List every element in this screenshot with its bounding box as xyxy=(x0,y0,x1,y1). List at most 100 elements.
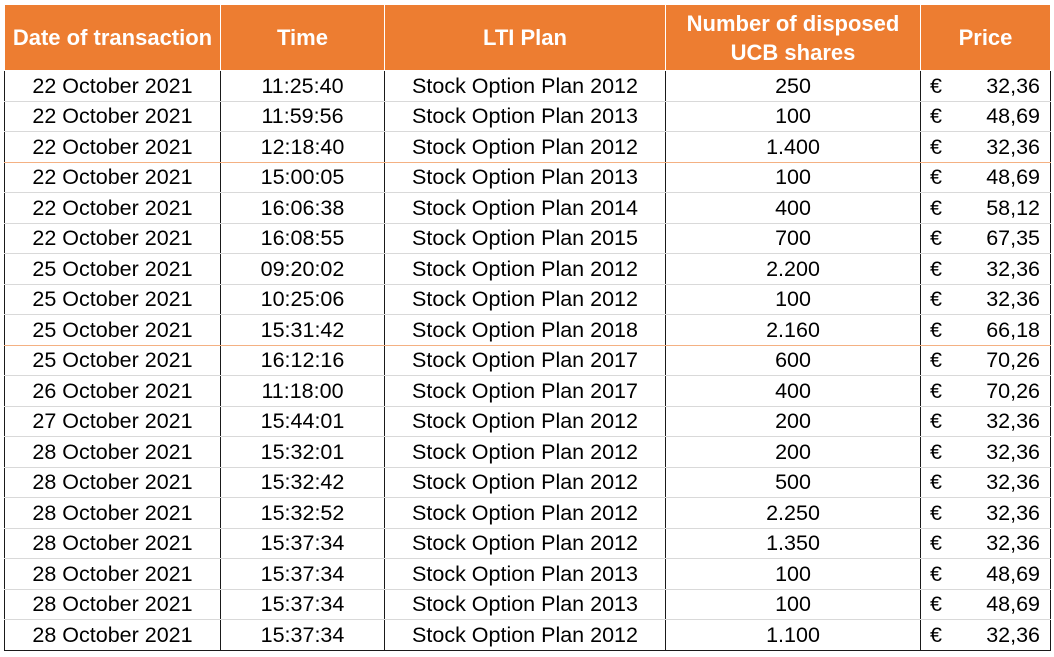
cell-lti-plan: Stock Option Plan 2012 xyxy=(384,436,666,468)
currency-symbol: € xyxy=(930,256,942,281)
cell-time: 16:08:55 xyxy=(220,223,385,254)
cell-time: 10:25:06 xyxy=(220,284,385,315)
table-row: 25 October 2021 15:31:42 Stock Option Plan… xyxy=(4,314,1051,346)
price-value: 32,36 xyxy=(986,134,1040,159)
table-row: 27 October 2021 15:44:01 Stock Option Plan… xyxy=(4,406,1051,437)
cell-time: 16:06:38 xyxy=(220,192,385,224)
cell-number-of-shares: 250 xyxy=(665,70,921,102)
cell-price: €32,36 xyxy=(920,70,1051,102)
table-row: 22 October 2021 15:00:05 Stock Option Plan… xyxy=(4,162,1051,193)
price-value: 67,35 xyxy=(986,226,1040,251)
cell-time: 15:32:42 xyxy=(220,467,385,498)
cell-price: €32,36 xyxy=(920,497,1051,529)
cell-date: 28 October 2021 xyxy=(4,558,221,590)
table-row: 28 October 2021 15:32:01 Stock Option Plan… xyxy=(4,436,1051,468)
cell-time: 11:18:00 xyxy=(220,375,385,407)
cell-date: 25 October 2021 xyxy=(4,284,221,315)
transactions-table: Date of transaction Time LTI Plan Number… xyxy=(4,4,1051,651)
cell-date: 28 October 2021 xyxy=(4,528,221,559)
cell-date: 25 October 2021 xyxy=(4,345,221,376)
cell-lti-plan: Stock Option Plan 2012 xyxy=(384,406,666,437)
table-row: 22 October 2021 11:59:56 Stock Option Plan… xyxy=(4,101,1051,132)
cell-date: 22 October 2021 xyxy=(4,101,221,132)
cell-price: €32,36 xyxy=(920,528,1051,559)
table-row: 22 October 2021 11:25:40 Stock Option Plan… xyxy=(4,70,1051,102)
cell-price: €48,69 xyxy=(920,589,1051,620)
price-value: 32,36 xyxy=(986,531,1040,556)
cell-lti-plan: Stock Option Plan 2013 xyxy=(384,558,666,590)
table-row: 28 October 2021 15:37:34 Stock Option Plan… xyxy=(4,558,1051,590)
header-number-line1: Number of disposed xyxy=(686,10,900,36)
cell-number-of-shares: 2.250 xyxy=(665,497,921,529)
cell-number-of-shares: 400 xyxy=(665,192,921,224)
cell-time: 15:32:52 xyxy=(220,497,385,529)
table-row: 25 October 2021 10:25:06 Stock Option Plan… xyxy=(4,284,1051,315)
cell-price: €32,36 xyxy=(920,284,1051,315)
cell-price: €32,36 xyxy=(920,467,1051,498)
price-value: 32,36 xyxy=(986,500,1040,525)
table-row: 28 October 2021 15:37:34 Stock Option Plan… xyxy=(4,528,1051,559)
price-value: 66,18 xyxy=(986,317,1040,342)
cell-price: €70,26 xyxy=(920,345,1051,376)
price-value: 32,36 xyxy=(986,73,1040,98)
table-row: 25 October 2021 16:12:16 Stock Option Plan… xyxy=(4,345,1051,376)
cell-time: 12:18:40 xyxy=(220,131,385,163)
price-value: 48,69 xyxy=(986,165,1040,190)
cell-date: 28 October 2021 xyxy=(4,436,221,468)
cell-date: 22 October 2021 xyxy=(4,192,221,224)
currency-symbol: € xyxy=(930,134,942,159)
currency-symbol: € xyxy=(930,622,942,647)
cell-lti-plan: Stock Option Plan 2012 xyxy=(384,497,666,529)
price-value: 48,69 xyxy=(986,592,1040,617)
cell-number-of-shares: 700 xyxy=(665,223,921,254)
cell-price: €32,36 xyxy=(920,131,1051,163)
table-row: 28 October 2021 15:37:34 Stock Option Plan… xyxy=(4,589,1051,620)
table-row: 22 October 2021 12:18:40 Stock Option Plan… xyxy=(4,131,1051,163)
currency-symbol: € xyxy=(930,317,942,342)
currency-symbol: € xyxy=(930,348,942,373)
price-value: 70,26 xyxy=(986,348,1040,373)
price-value: 32,36 xyxy=(986,287,1040,312)
cell-number-of-shares: 400 xyxy=(665,375,921,407)
cell-date: 28 October 2021 xyxy=(4,467,221,498)
cell-price: €32,36 xyxy=(920,619,1051,651)
cell-lti-plan: Stock Option Plan 2012 xyxy=(384,528,666,559)
cell-time: 15:37:34 xyxy=(220,619,385,651)
cell-lti-plan: Stock Option Plan 2012 xyxy=(384,619,666,651)
currency-symbol: € xyxy=(930,561,942,586)
currency-symbol: € xyxy=(930,409,942,434)
cell-time: 15:44:01 xyxy=(220,406,385,437)
price-value: 32,36 xyxy=(986,439,1040,464)
cell-time: 15:37:34 xyxy=(220,558,385,590)
cell-time: 15:31:42 xyxy=(220,314,385,346)
cell-number-of-shares: 1.350 xyxy=(665,528,921,559)
table-row: 26 October 2021 11:18:00 Stock Option Plan… xyxy=(4,375,1051,407)
price-value: 48,69 xyxy=(986,104,1040,129)
cell-price: €32,36 xyxy=(920,253,1051,285)
cell-lti-plan: Stock Option Plan 2013 xyxy=(384,162,666,193)
cell-lti-plan: Stock Option Plan 2017 xyxy=(384,345,666,376)
cell-time: 15:32:01 xyxy=(220,436,385,468)
cell-price: €67,35 xyxy=(920,223,1051,254)
cell-lti-plan: Stock Option Plan 2014 xyxy=(384,192,666,224)
price-value: 48,69 xyxy=(986,561,1040,586)
cell-lti-plan: Stock Option Plan 2012 xyxy=(384,131,666,163)
currency-symbol: € xyxy=(930,226,942,251)
cell-number-of-shares: 2.160 xyxy=(665,314,921,346)
cell-price: €48,69 xyxy=(920,558,1051,590)
table-row: 28 October 2021 15:32:52 Stock Option Plan… xyxy=(4,497,1051,529)
cell-number-of-shares: 600 xyxy=(665,345,921,376)
price-value: 32,36 xyxy=(986,409,1040,434)
cell-lti-plan: Stock Option Plan 2017 xyxy=(384,375,666,407)
cell-date: 22 October 2021 xyxy=(4,131,221,163)
currency-symbol: € xyxy=(930,165,942,190)
price-value: 58,12 xyxy=(986,195,1040,220)
cell-price: €58,12 xyxy=(920,192,1051,224)
cell-date: 25 October 2021 xyxy=(4,253,221,285)
cell-number-of-shares: 200 xyxy=(665,436,921,468)
cell-lti-plan: Stock Option Plan 2013 xyxy=(384,101,666,132)
currency-symbol: € xyxy=(930,531,942,556)
header-number-line2: UCB shares xyxy=(730,39,856,65)
cell-number-of-shares: 100 xyxy=(665,101,921,132)
currency-symbol: € xyxy=(930,104,942,129)
